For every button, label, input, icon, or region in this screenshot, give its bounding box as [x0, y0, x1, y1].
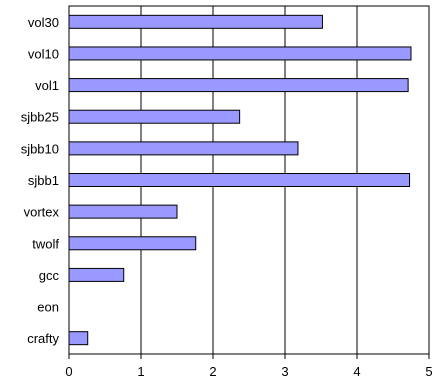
category-label-vol10: vol10: [28, 46, 59, 61]
bar-vol1: [68, 78, 409, 93]
category-label-sjbb1: sjbb1: [28, 173, 59, 188]
category-label-sjbb10: sjbb10: [21, 141, 59, 156]
x-tick-label-5: 5: [425, 364, 432, 379]
category-label-gcc: gcc: [39, 268, 60, 283]
x-tick-label-4: 4: [353, 364, 360, 379]
category-label-vortex: vortex: [24, 205, 60, 220]
bar-vortex: [68, 204, 178, 219]
category-label-eon: eon: [37, 300, 59, 315]
plot-area-border: [68, 5, 430, 355]
x-axis-tick-labels: 0 1 2 3 4 5: [65, 364, 432, 379]
x-axis-ticks: [68, 354, 430, 359]
x-tick-label-0: 0: [65, 364, 72, 379]
bar-vol10: [68, 46, 412, 61]
x-tick-label-1: 1: [137, 364, 144, 379]
bar-sjbb1: [68, 173, 411, 187]
category-label-twolf: twolf: [32, 236, 59, 251]
x-tick-label-3: 3: [281, 364, 288, 379]
category-label-sjbb25: sjbb25: [21, 110, 59, 125]
bar-vol30: [68, 14, 323, 29]
bar-sjbb10: [68, 141, 299, 156]
bar-gcc: [68, 267, 125, 282]
bar-sjbb25: [68, 109, 241, 124]
category-labels: vol30 vol10 vol1 sjbb25 sjbb10 sjbb1 vortex two…: [21, 15, 60, 346]
x-tick-label-2: 2: [209, 364, 216, 379]
bar-twolf: [68, 236, 197, 251]
bar-crafty: [68, 331, 89, 346]
category-label-vol30: vol30: [28, 15, 59, 30]
category-label-crafty: crafty: [27, 331, 59, 346]
category-label-vol1: vol1: [35, 78, 59, 93]
bars: [68, 14, 412, 346]
